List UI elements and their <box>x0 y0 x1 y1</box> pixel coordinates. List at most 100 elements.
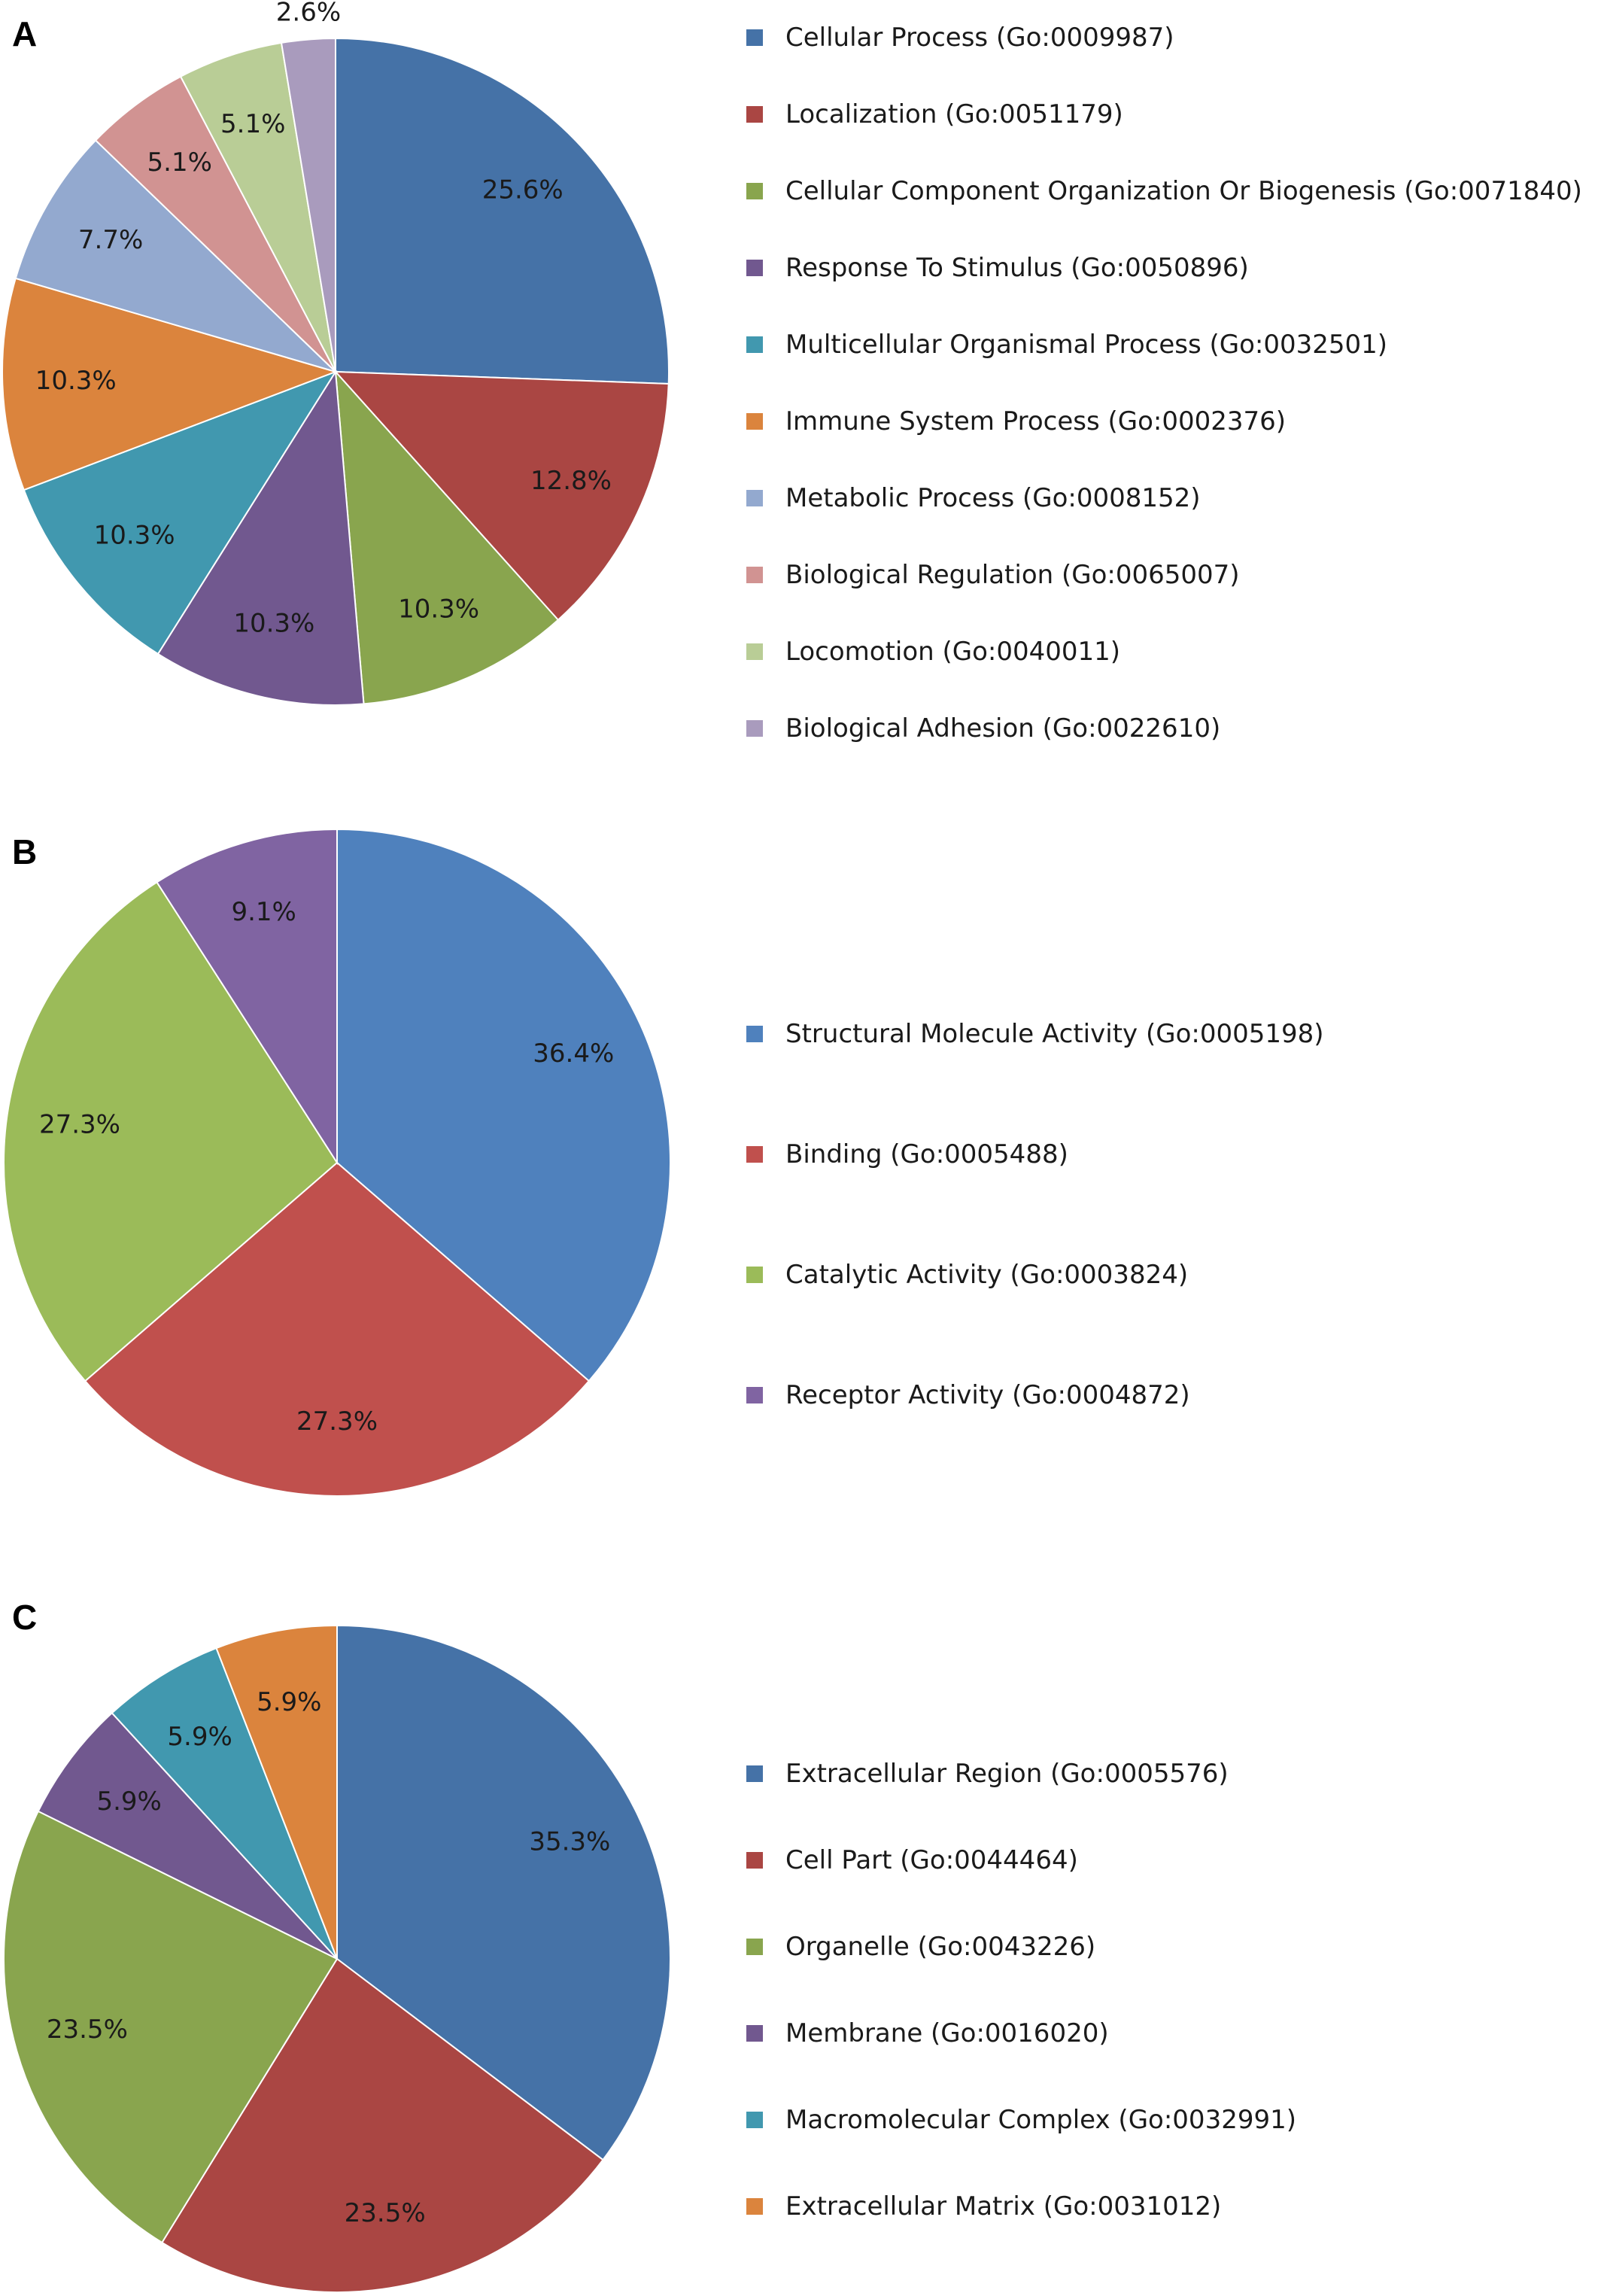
legend-swatch <box>746 1852 763 1869</box>
pie-slice <box>215 1624 338 1960</box>
slice-data-label: 10.3% <box>233 608 314 638</box>
legend-swatch <box>746 413 763 430</box>
legend-swatch <box>746 183 763 199</box>
pie-slice <box>23 370 338 655</box>
legend-swatch <box>746 1387 763 1403</box>
legend-item: Biological Regulation (Go:0065007) <box>746 560 1240 590</box>
legend-label: Multicellular Organismal Process (Go:003… <box>785 330 1388 360</box>
legend-label: Biological Regulation (Go:0065007) <box>785 560 1240 590</box>
pie-slice <box>2 277 339 491</box>
legend-item: Response To Stimulus (Go:0050896) <box>746 253 1249 283</box>
slice-data-label: 10.3% <box>398 595 479 625</box>
legend-swatch <box>746 1267 763 1283</box>
slice-data-label: 9.1% <box>231 897 296 927</box>
pie-slice <box>37 1711 338 1960</box>
pie-chart-a: 25.6% 12.8% 10.3% 10.3% 10.3% 10.3% 7.7% 5.1% 5.… <box>2 0 670 706</box>
legend-item: Immune System Process (Go:0002376) <box>746 406 1286 436</box>
slice-data-label: 23.5% <box>47 2015 128 2045</box>
pie-slice <box>111 1647 338 1960</box>
legend-label: Structural Molecule Activity (Go:0005198… <box>785 1019 1324 1049</box>
legend-item: Extracellular Matrix (Go:0031012) <box>746 2191 1221 2221</box>
pie-slice <box>84 1161 591 1497</box>
legend-item: Membrane (Go:0016020) <box>746 2018 1109 2048</box>
legend-swatch <box>746 1765 763 1782</box>
legend-label: Extracellular Matrix (Go:0031012) <box>785 2191 1222 2221</box>
slice-data-label: 12.8% <box>530 466 612 496</box>
pie-slice <box>156 369 365 706</box>
legend-swatch <box>746 106 763 123</box>
slice-data-label: 10.3% <box>35 366 117 396</box>
pie-slice <box>334 369 560 705</box>
panel-label-a: A <box>12 14 38 53</box>
legend-item: Locomotion (Go:0040011) <box>746 637 1120 667</box>
legend-item: Multicellular Organismal Process (Go:003… <box>746 330 1387 360</box>
legend-swatch <box>746 1939 763 1955</box>
slice-data-label: 5.9% <box>96 1787 161 1817</box>
legend-item: Cell Part (Go:0044464) <box>746 1845 1078 1875</box>
legend-swatch <box>746 567 763 583</box>
legend-label: Cellular Component Organization Or Bioge… <box>785 176 1582 206</box>
legend-label: Biological Adhesion (Go:0022610) <box>785 713 1221 744</box>
panel-label-c: C <box>12 1598 38 1637</box>
legend-label: Catalytic Activity (Go:0003824) <box>785 1260 1189 1290</box>
legend-item: Structural Molecule Activity (Go:0005198… <box>746 1019 1324 1049</box>
legend-item: Cellular Process (Go:0009987) <box>746 23 1174 53</box>
pie-slice <box>160 1957 604 2293</box>
legend-label: Organelle (Go:0043226) <box>785 1932 1096 1962</box>
legend-item: Cellular Component Organization Or Bioge… <box>746 176 1582 206</box>
legend-item: Biological Adhesion (Go:0022610) <box>746 713 1220 744</box>
legend-label: Macromolecular Complex (Go:0032991) <box>785 2105 1296 2135</box>
pie-chart-c: 35.3% 23.5% 23.5% 5.9% 5.9% 5.9% <box>3 1624 671 2293</box>
slice-data-label: 5.9% <box>167 1722 232 1752</box>
slice-data-label: 10.3% <box>94 520 175 550</box>
legend-item: Binding (Go:0005488) <box>746 1139 1068 1169</box>
legend-swatch <box>746 1026 763 1042</box>
legend-swatch <box>746 643 763 660</box>
slice-data-label: 5.1% <box>220 109 285 139</box>
legend-swatch <box>746 2112 763 2128</box>
legend-label: Cell Part (Go:0044464) <box>785 1845 1078 1875</box>
legend-label: Localization (Go:0051179) <box>785 99 1123 129</box>
pie-slice <box>336 828 671 1382</box>
legend-item: Organelle (Go:0043226) <box>746 1932 1095 1962</box>
slice-data-label: 27.3% <box>39 1109 120 1139</box>
legend-swatch <box>746 2198 763 2215</box>
slice-data-label: 23.5% <box>345 2198 426 2228</box>
pie-slice <box>156 828 338 1166</box>
legend-label: Receptor Activity (Go:0004872) <box>785 1380 1190 1410</box>
legend-item: Receptor Activity (Go:0004872) <box>746 1380 1190 1410</box>
pie-slice <box>280 37 336 373</box>
slice-data-label: 5.1% <box>147 147 212 178</box>
legend-item: Macromolecular Complex (Go:0032991) <box>746 2105 1296 2135</box>
pie-slice <box>94 75 336 373</box>
legend-label: Immune System Process (Go:0002376) <box>785 406 1287 436</box>
legend-item: Catalytic Activity (Go:0003824) <box>746 1260 1188 1290</box>
legend-item: Extracellular Region (Go:0005576) <box>746 1759 1229 1789</box>
pie-slice <box>333 370 670 622</box>
legend-swatch <box>746 336 763 353</box>
pie-slice <box>179 41 336 373</box>
slice-data-label: 2.6% <box>276 0 341 28</box>
slice-data-label: 5.9% <box>257 1687 321 1717</box>
legend-label: Metabolic Process (Go:0008152) <box>785 483 1201 513</box>
legend-label: Extracellular Region (Go:0005576) <box>785 1759 1229 1789</box>
legend-swatch <box>746 260 763 276</box>
legend-swatch <box>746 720 763 737</box>
legend-label: Response To Stimulus (Go:0050896) <box>785 253 1249 283</box>
slice-data-label: 25.6% <box>482 175 564 205</box>
pie-slice <box>336 1624 671 2161</box>
slice-data-label: 36.4% <box>533 1039 614 1069</box>
slice-data-label: 7.7% <box>78 225 143 255</box>
pie-chart-b: 36.4% 27.3% 27.3% 9.1% <box>3 828 671 1497</box>
legend-label: Binding (Go:0005488) <box>785 1139 1068 1169</box>
legend-swatch <box>746 2025 763 2042</box>
legend-swatch <box>746 1146 763 1163</box>
panel-label-b: B <box>12 832 38 871</box>
legend-swatch <box>746 29 763 46</box>
legend-item: Metabolic Process (Go:0008152) <box>746 483 1201 513</box>
pie-slice <box>3 880 339 1382</box>
legend-label: Cellular Process (Go:0009987) <box>785 23 1174 53</box>
slice-data-label: 27.3% <box>296 1406 378 1437</box>
legend-swatch <box>746 490 763 506</box>
legend-label: Membrane (Go:0016020) <box>785 2018 1109 2048</box>
